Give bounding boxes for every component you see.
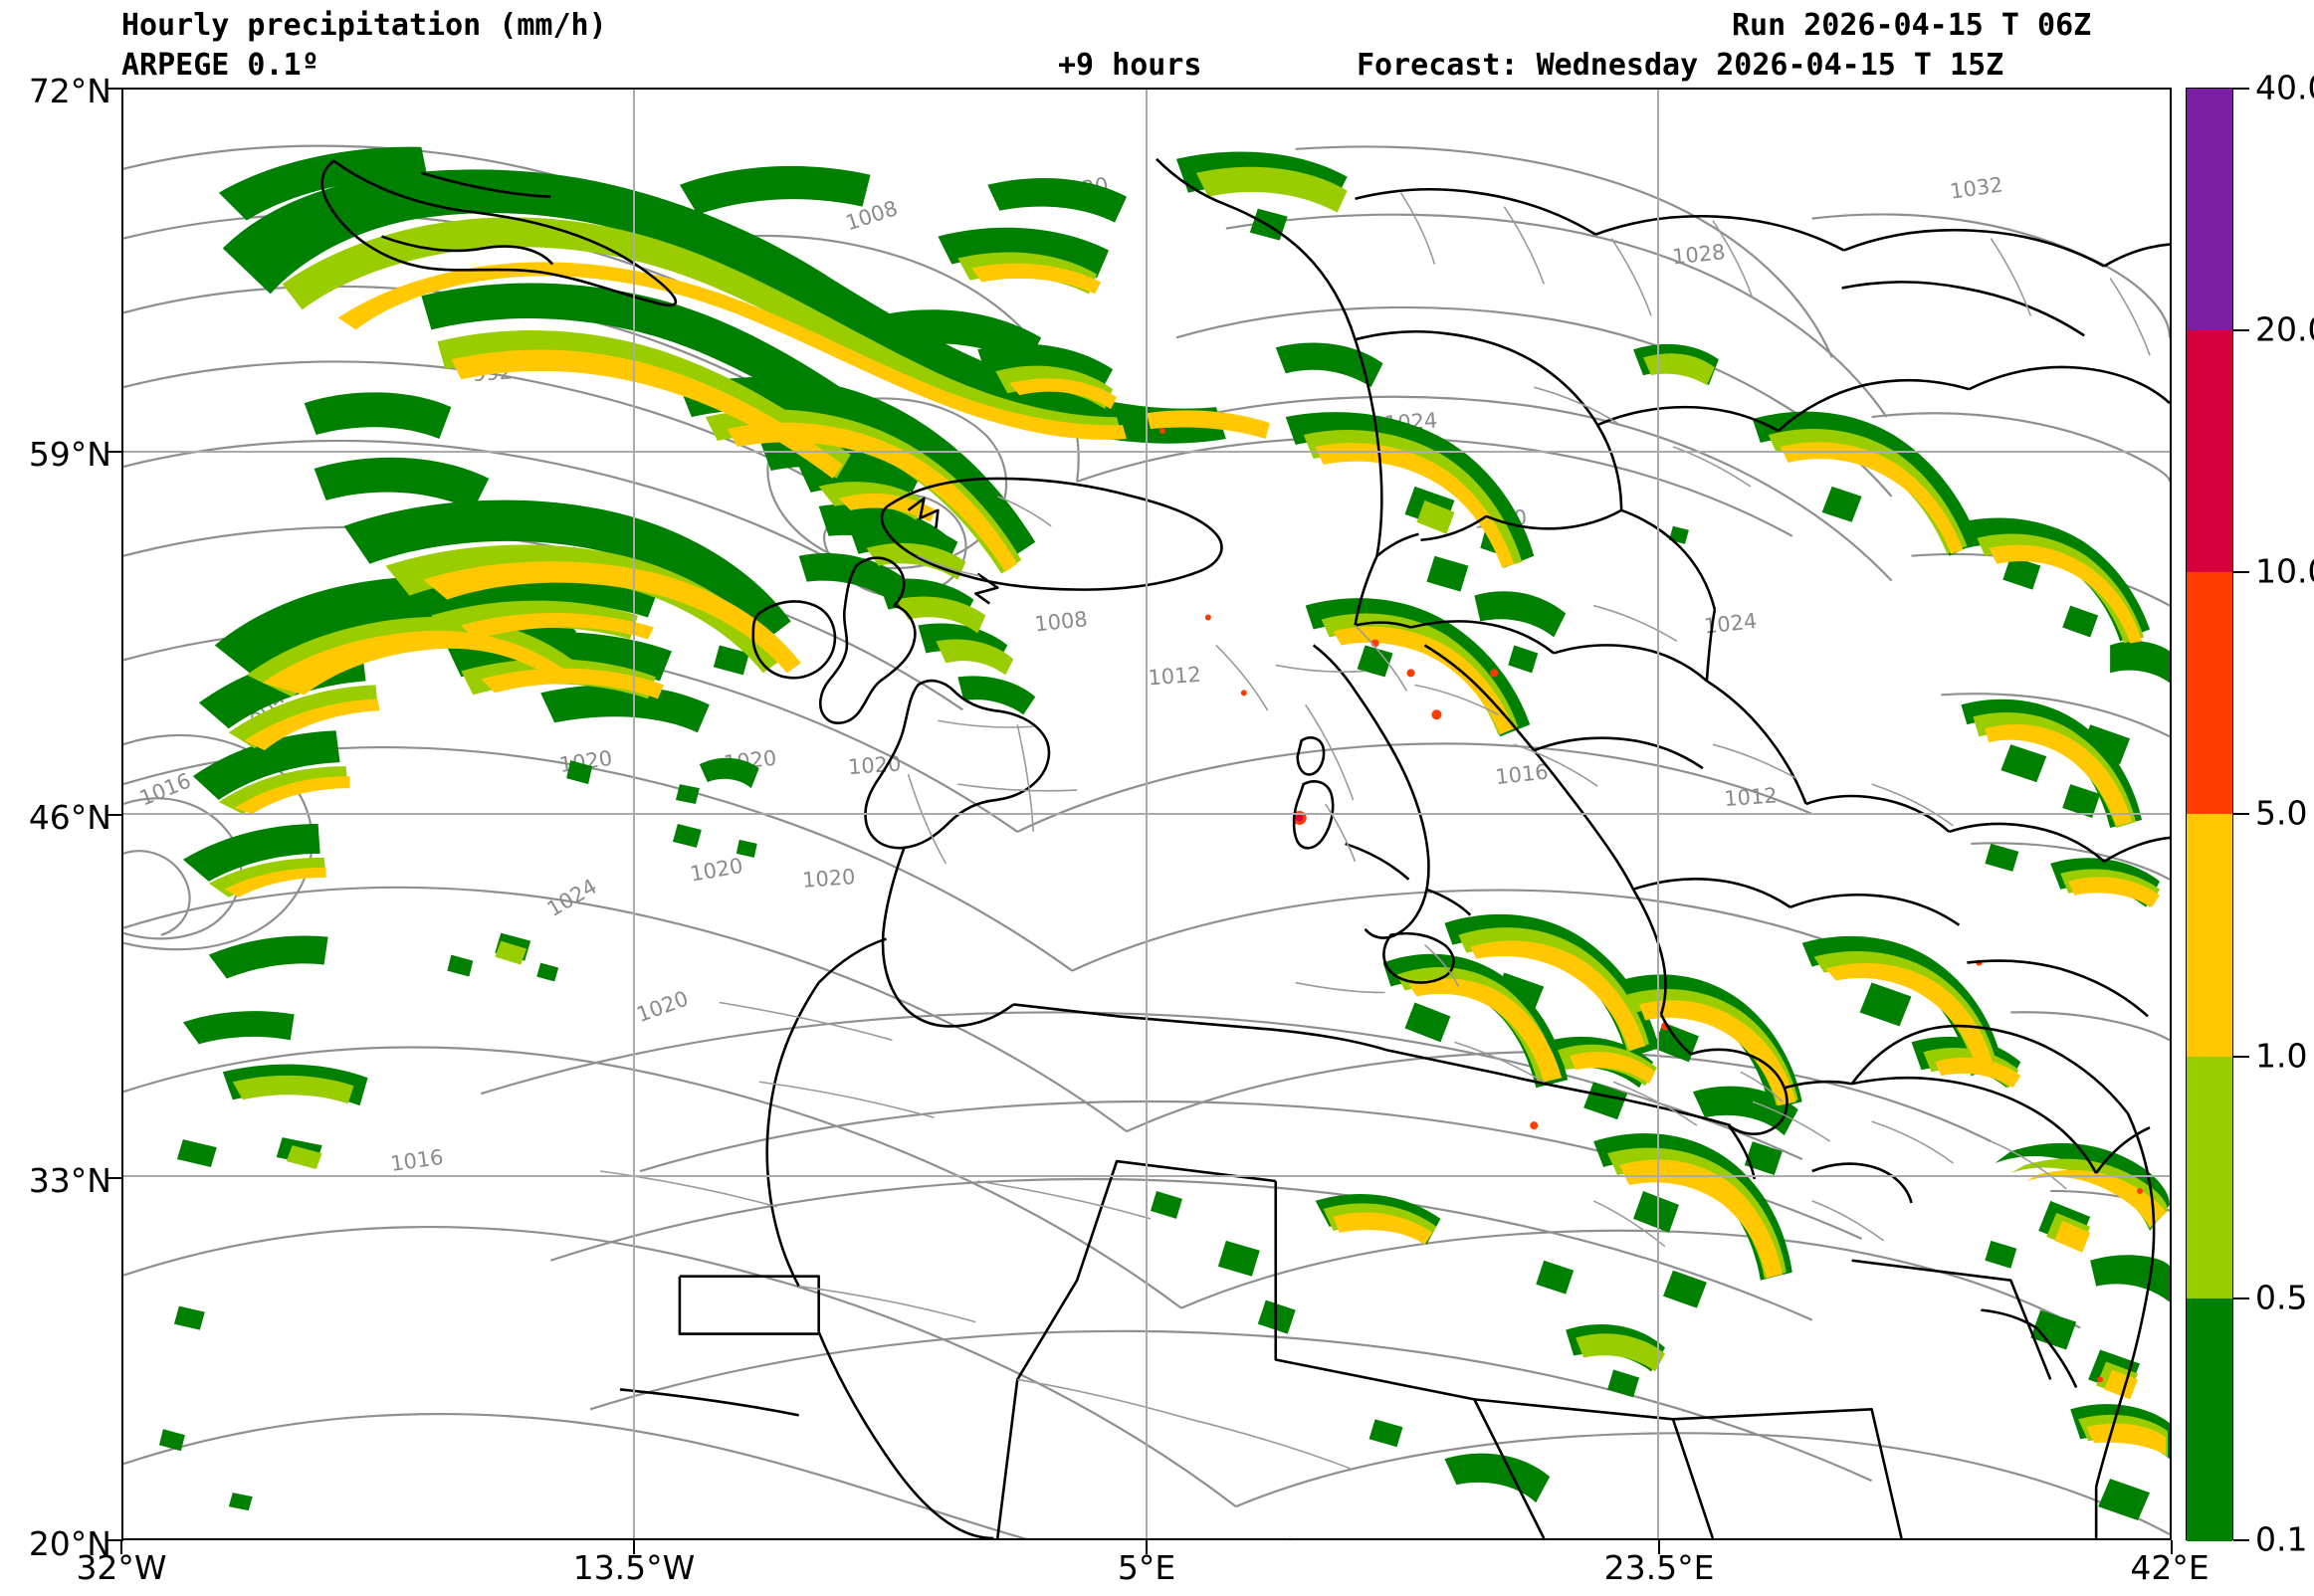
x-tick-mark [1658,1540,1660,1554]
x-tick-label-13p5w: 13.5°W [572,1548,696,1587]
y-tick-mark [107,814,123,816]
svg-text:1028: 1028 [1671,240,1727,269]
precipitation-colorbar [2186,88,2233,1541]
colorbar-segment-5-10 [2187,572,2232,814]
colorbar-label-10: 10.0 [2255,551,2314,591]
colorbar-segment-1-5 [2187,814,2232,1057]
colorbar-segment-0.1-0.5 [2187,1298,2232,1541]
svg-text:1012: 1012 [1724,783,1779,811]
coastlines [320,157,2170,1538]
precip-band-10p0-20p0 [1296,814,1304,822]
graticule [123,90,2170,1538]
y-tick-label-59n: 59°N [28,435,111,474]
svg-text:1016: 1016 [136,768,194,810]
x-tick-mark [633,1540,635,1554]
colorbar-label-1: 1.0 [2255,1036,2308,1076]
svg-text:1020: 1020 [689,854,745,887]
colorbar-label-0p1: 0.1 [2255,1519,2308,1559]
colorbar-label-20: 20.0 [2255,309,2314,349]
x-tick-label-42e: 42°E [2130,1548,2209,1587]
map-plot-area: 1000 1008 1020 992 990 1004 1020 1020 10… [121,88,2172,1540]
svg-text:1016: 1016 [389,1145,445,1176]
svg-text:1024: 1024 [543,875,601,921]
colorbar-tick [2233,329,2249,331]
x-tick-label-23p5e: 23.5°E [1603,1548,1715,1587]
colorbar-tick [2233,1297,2249,1299]
colorbar-tick [2233,1539,2249,1541]
colorbar-tick [2233,571,2249,573]
x-tick-mark [120,1540,122,1554]
x-tick-label-32w: 32°W [76,1548,167,1587]
precip-band-1p0-5p0 [224,262,2167,1456]
colorbar-tick [2233,88,2249,90]
y-tick-mark [107,451,123,453]
colorbar-label-0p5: 0.5 [2255,1278,2308,1317]
svg-text:1020: 1020 [633,986,691,1027]
model-label: ARPEGE 0.1º [121,48,319,83]
map-canvas: 1000 1008 1020 992 990 1004 1020 1020 10… [123,90,2170,1538]
run-time-label: Run 2026-04-15 T 06Z [1732,8,2092,43]
administrative-borders [599,192,2151,1470]
x-tick-mark [2171,1540,2173,1554]
colorbar-segment-20-40 [2187,89,2232,330]
svg-text:1016: 1016 [1494,760,1550,789]
colorbar-segment-0.5-1 [2187,1057,2232,1298]
svg-text:1032: 1032 [1949,172,2004,203]
isobar-contours [123,144,2170,1538]
colorbar-tick [2233,1056,2249,1058]
svg-text:1020: 1020 [801,865,856,893]
page-title: Hourly precipitation (mm/h) [121,8,607,43]
colorbar-label-40: 40.0 [2255,68,2314,107]
forecast-time-label: Forecast: Wednesday 2026-04-15 T 15Z [1357,48,2004,83]
y-tick-label-72n: 72°N [28,72,111,110]
x-tick-mark [1146,1540,1148,1554]
colorbar-label-5: 5.0 [2255,793,2308,833]
y-tick-mark [107,1177,123,1179]
precip-band-0p1-0p5 [158,146,2170,1521]
y-tick-label-20n: 20°N [28,1524,111,1563]
y-tick-label-46n: 46°N [28,798,111,837]
lead-time-label: +9 hours [1058,48,1202,83]
svg-text:1012: 1012 [1148,663,1202,691]
svg-text:1008: 1008 [1033,607,1089,636]
colorbar-segment-10-20 [2187,330,2232,572]
x-tick-label-5e: 5°E [1117,1548,1176,1587]
y-tick-mark [107,1539,123,1541]
y-tick-mark [107,88,123,90]
y-tick-label-33n: 33°N [28,1161,111,1200]
colorbar-tick [2233,813,2249,815]
